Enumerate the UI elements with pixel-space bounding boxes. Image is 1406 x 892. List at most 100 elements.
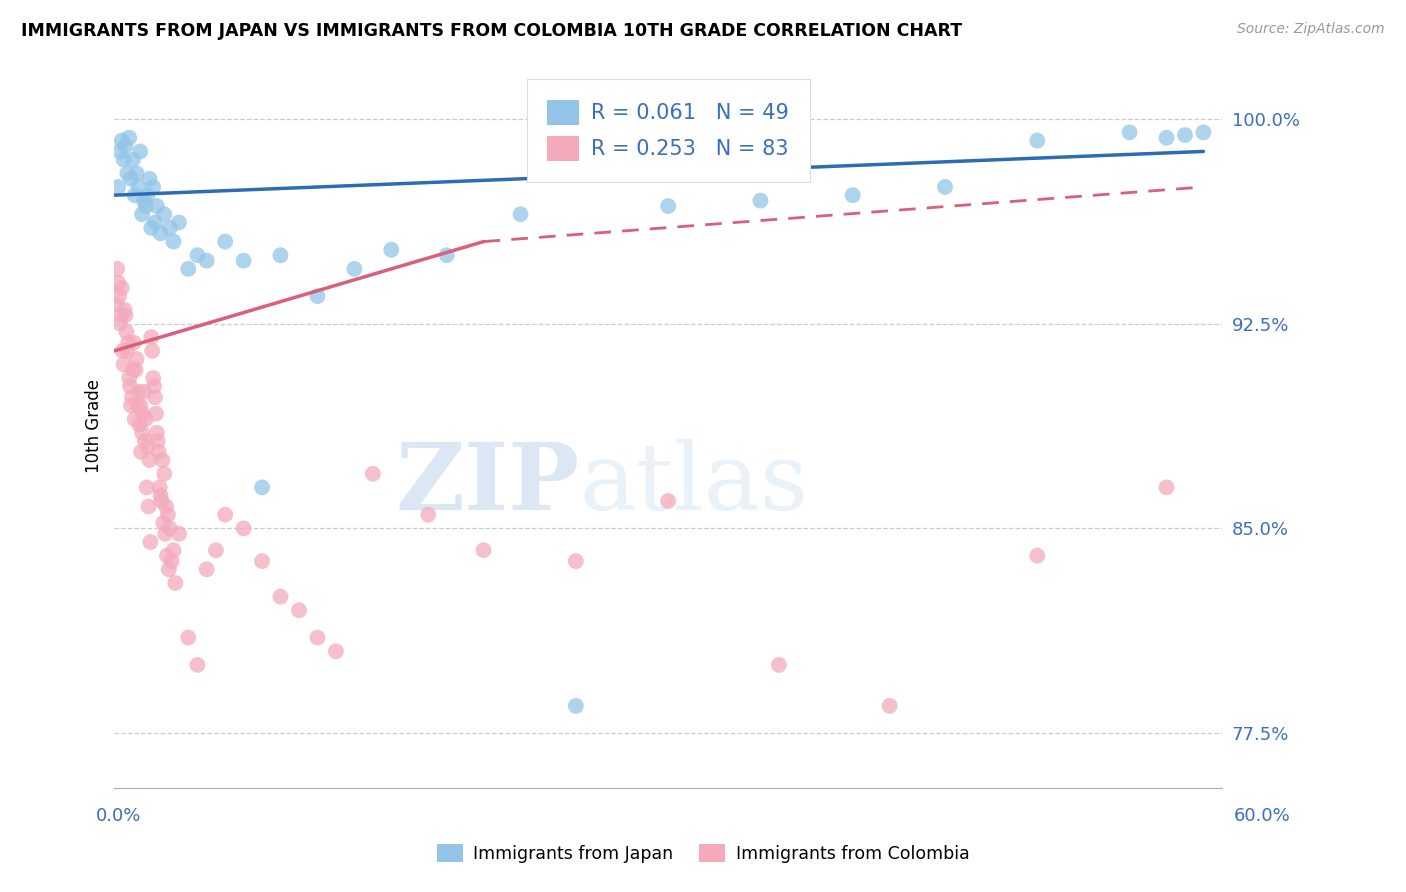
Point xyxy=(149,227,172,241)
Point xyxy=(152,453,174,467)
Point xyxy=(232,521,254,535)
Point xyxy=(124,188,146,202)
Point xyxy=(131,207,153,221)
Point xyxy=(418,508,440,522)
Point xyxy=(114,302,136,317)
Point xyxy=(122,153,145,167)
Point xyxy=(186,248,208,262)
Point xyxy=(118,130,141,145)
Point xyxy=(149,480,172,494)
Point xyxy=(150,494,173,508)
Point xyxy=(110,308,132,322)
Point xyxy=(153,526,176,541)
Point xyxy=(232,253,254,268)
Point xyxy=(156,549,179,563)
Point xyxy=(657,494,679,508)
Point xyxy=(127,180,149,194)
Point xyxy=(127,399,149,413)
Point xyxy=(250,554,273,568)
Point xyxy=(472,543,495,558)
Point xyxy=(145,407,167,421)
Point xyxy=(152,516,174,530)
Point xyxy=(165,576,187,591)
Point xyxy=(142,371,165,385)
Point xyxy=(131,425,153,440)
Text: 60.0%: 60.0% xyxy=(1234,807,1291,825)
Point xyxy=(167,526,190,541)
Point xyxy=(157,562,180,576)
Point xyxy=(153,207,176,221)
Point xyxy=(107,180,129,194)
Point xyxy=(142,180,165,194)
Point xyxy=(125,351,148,366)
Point xyxy=(112,358,135,372)
Point xyxy=(112,153,135,167)
Legend: R = 0.061   N = 49, R = 0.253   N = 83: R = 0.061 N = 49, R = 0.253 N = 83 xyxy=(533,86,804,176)
Point xyxy=(107,276,129,290)
Point xyxy=(1156,130,1178,145)
Point xyxy=(250,480,273,494)
Point xyxy=(156,508,179,522)
Point xyxy=(270,248,292,262)
Point xyxy=(124,363,146,377)
Point xyxy=(155,500,177,514)
Point xyxy=(288,603,311,617)
Point xyxy=(138,500,160,514)
Point xyxy=(120,399,142,413)
Point xyxy=(307,289,329,303)
Point xyxy=(111,281,134,295)
Point xyxy=(565,554,588,568)
Point xyxy=(657,199,679,213)
Point xyxy=(934,180,956,194)
Point xyxy=(138,171,160,186)
Point xyxy=(117,335,139,350)
Legend: Immigrants from Japan, Immigrants from Colombia: Immigrants from Japan, Immigrants from C… xyxy=(430,838,976,870)
Point xyxy=(141,221,163,235)
Point xyxy=(129,145,152,159)
Point xyxy=(117,343,139,358)
Text: IMMIGRANTS FROM JAPAN VS IMMIGRANTS FROM COLOMBIA 10TH GRADE CORRELATION CHART: IMMIGRANTS FROM JAPAN VS IMMIGRANTS FROM… xyxy=(21,22,962,40)
Point xyxy=(134,434,156,448)
Point xyxy=(436,248,458,262)
Point xyxy=(149,489,172,503)
Point xyxy=(141,343,163,358)
Point xyxy=(148,445,170,459)
Point xyxy=(111,134,134,148)
Point xyxy=(128,417,150,432)
Point xyxy=(132,407,155,421)
Point xyxy=(768,657,790,672)
Point xyxy=(122,335,145,350)
Point xyxy=(162,235,184,249)
Point xyxy=(129,445,152,459)
Point xyxy=(205,543,228,558)
Point xyxy=(141,330,163,344)
Point xyxy=(565,698,588,713)
Point xyxy=(1026,549,1049,563)
Point xyxy=(153,467,176,481)
Point xyxy=(136,439,159,453)
Point xyxy=(121,390,143,404)
Point xyxy=(129,399,152,413)
Point xyxy=(135,199,157,213)
Point xyxy=(138,453,160,467)
Point xyxy=(132,194,155,208)
Point xyxy=(1174,128,1197,142)
Point xyxy=(118,371,141,385)
Point xyxy=(143,390,166,404)
Point xyxy=(135,480,157,494)
Point xyxy=(214,508,236,522)
Point xyxy=(143,379,166,393)
Point xyxy=(122,363,145,377)
Point xyxy=(105,297,128,311)
Point xyxy=(1118,125,1140,139)
Point xyxy=(120,171,142,186)
Point xyxy=(115,325,138,339)
Point xyxy=(159,221,181,235)
Point xyxy=(108,317,131,331)
Point xyxy=(124,412,146,426)
Point xyxy=(143,215,166,229)
Point xyxy=(195,253,218,268)
Point xyxy=(361,467,384,481)
Point xyxy=(159,521,181,535)
Text: ZIP: ZIP xyxy=(395,439,579,529)
